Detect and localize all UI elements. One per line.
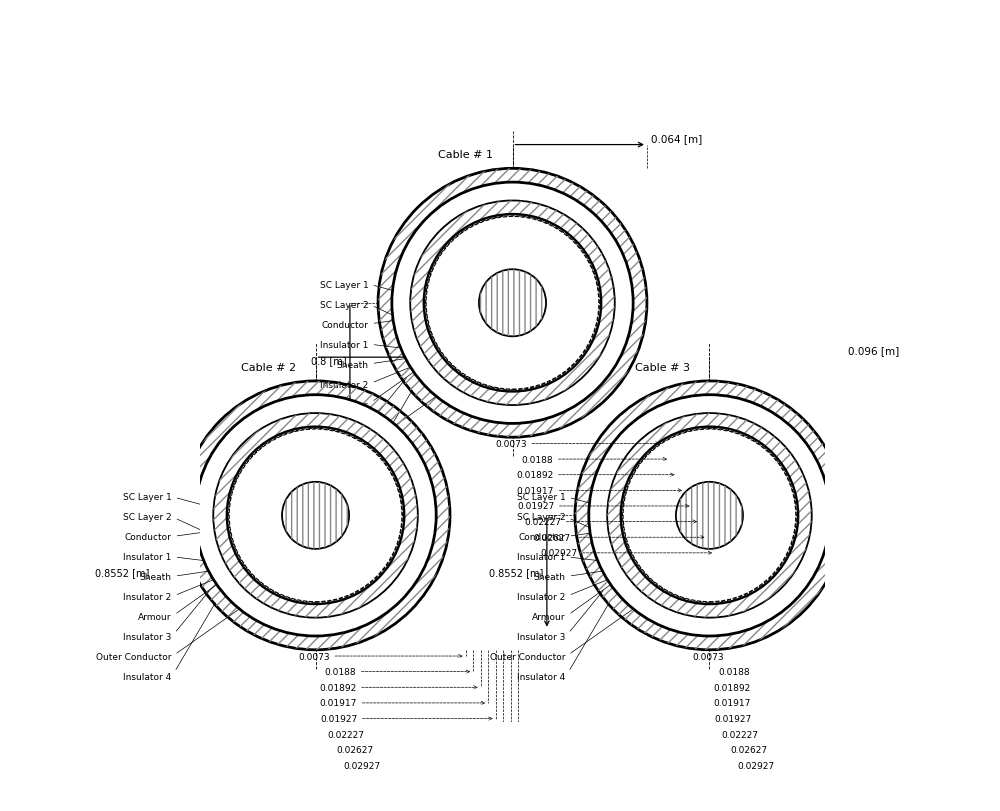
Text: 0.0188: 0.0188	[718, 667, 750, 676]
Circle shape	[589, 395, 830, 636]
Text: 0.02227: 0.02227	[721, 730, 758, 739]
Text: Armour: Armour	[532, 581, 616, 621]
Text: 0.8 [m]: 0.8 [m]	[311, 355, 347, 366]
Text: Armour: Armour	[335, 369, 419, 409]
Text: Insulator 2: Insulator 2	[517, 572, 629, 602]
Text: 0.01927: 0.01927	[714, 714, 751, 723]
Text: 0.02227: 0.02227	[524, 517, 561, 526]
Circle shape	[676, 483, 743, 549]
Circle shape	[479, 270, 546, 337]
Text: Insulator 1: Insulator 1	[123, 552, 241, 565]
Circle shape	[195, 395, 436, 636]
Text: 0.8552 [m]: 0.8552 [m]	[489, 568, 544, 577]
Text: 0.02927: 0.02927	[540, 549, 577, 558]
Text: SC Layer 1: SC Layer 1	[123, 492, 302, 532]
Text: 0.8552 [m]: 0.8552 [m]	[95, 568, 150, 577]
Circle shape	[575, 381, 844, 650]
Text: Sheath: Sheath	[534, 567, 634, 581]
Circle shape	[623, 429, 796, 603]
Text: 0.0188: 0.0188	[522, 455, 553, 464]
Text: Insulator 3: Insulator 3	[517, 591, 603, 642]
Text: Insulator 4: Insulator 4	[123, 603, 215, 681]
Text: Outer Conductor: Outer Conductor	[293, 393, 442, 449]
Circle shape	[229, 430, 402, 602]
Text: SC Layer 2: SC Layer 2	[320, 300, 465, 349]
Circle shape	[410, 201, 615, 406]
Text: 0.01927: 0.01927	[320, 714, 357, 723]
Text: Insulator 2: Insulator 2	[123, 572, 235, 602]
Text: Sheath: Sheath	[337, 354, 437, 369]
Circle shape	[229, 429, 402, 603]
Text: 0.01892: 0.01892	[713, 683, 750, 692]
Text: 0.02627: 0.02627	[730, 745, 767, 754]
Text: 0.01892: 0.01892	[319, 683, 356, 692]
Text: Insulator 3: Insulator 3	[320, 379, 406, 429]
Text: Insulator 1: Insulator 1	[517, 552, 635, 565]
Text: 0.0073: 0.0073	[495, 440, 527, 448]
Text: 0.032 [m]: 0.032 [m]	[454, 345, 505, 356]
Text: 0.064 [m]: 0.064 [m]	[651, 134, 702, 144]
Circle shape	[621, 427, 797, 603]
Circle shape	[227, 427, 404, 604]
Circle shape	[621, 427, 798, 604]
Text: Conductor: Conductor	[519, 520, 690, 542]
Text: 0.02227: 0.02227	[327, 730, 364, 739]
Text: Conductor: Conductor	[125, 520, 296, 542]
Circle shape	[228, 427, 404, 603]
Circle shape	[424, 215, 601, 392]
Circle shape	[282, 483, 349, 549]
Text: 0.01917: 0.01917	[517, 487, 554, 496]
Text: Insulator 1: Insulator 1	[320, 340, 438, 353]
Text: 0.02627: 0.02627	[336, 745, 373, 754]
Text: Insulator 4: Insulator 4	[517, 603, 609, 681]
Circle shape	[181, 381, 450, 650]
Text: 0.02927: 0.02927	[343, 761, 380, 770]
Text: SC Layer 2: SC Layer 2	[517, 513, 662, 561]
Text: Conductor: Conductor	[322, 307, 493, 329]
Text: 0.0073: 0.0073	[692, 652, 724, 661]
Text: Cable # 2: Cable # 2	[241, 362, 296, 372]
Text: Sheath: Sheath	[140, 567, 240, 581]
Text: Outer Conductor: Outer Conductor	[96, 605, 245, 661]
Circle shape	[378, 169, 647, 438]
Text: SC Layer 1: SC Layer 1	[517, 492, 696, 532]
Text: Insulator 4: Insulator 4	[320, 391, 412, 469]
Circle shape	[392, 183, 633, 424]
Text: 0.096 [m]: 0.096 [m]	[848, 345, 899, 356]
Circle shape	[424, 216, 601, 392]
Circle shape	[426, 217, 599, 390]
Text: 0.01917: 0.01917	[714, 698, 751, 707]
Text: 0.0188: 0.0188	[325, 667, 356, 676]
Circle shape	[623, 430, 796, 602]
Circle shape	[426, 217, 599, 389]
Text: 0.0073: 0.0073	[298, 652, 330, 661]
Text: 0.01927: 0.01927	[517, 502, 554, 511]
Text: 0.02627: 0.02627	[533, 533, 570, 542]
Text: SC Layer 1: SC Layer 1	[320, 280, 499, 320]
Text: Cable # 1: Cable # 1	[438, 150, 493, 160]
Text: Armour: Armour	[138, 581, 222, 621]
Text: Insulator 2: Insulator 2	[320, 359, 432, 389]
Text: Cable # 3: Cable # 3	[635, 362, 690, 372]
Text: Insulator 3: Insulator 3	[123, 591, 209, 642]
Text: 0.01892: 0.01892	[516, 470, 553, 479]
Text: SC Layer 2: SC Layer 2	[123, 513, 268, 561]
Text: 0.01917: 0.01917	[320, 698, 357, 707]
Text: 0.02927: 0.02927	[737, 761, 774, 770]
Circle shape	[607, 414, 812, 618]
Text: Outer Conductor: Outer Conductor	[490, 605, 639, 661]
Circle shape	[213, 414, 418, 618]
